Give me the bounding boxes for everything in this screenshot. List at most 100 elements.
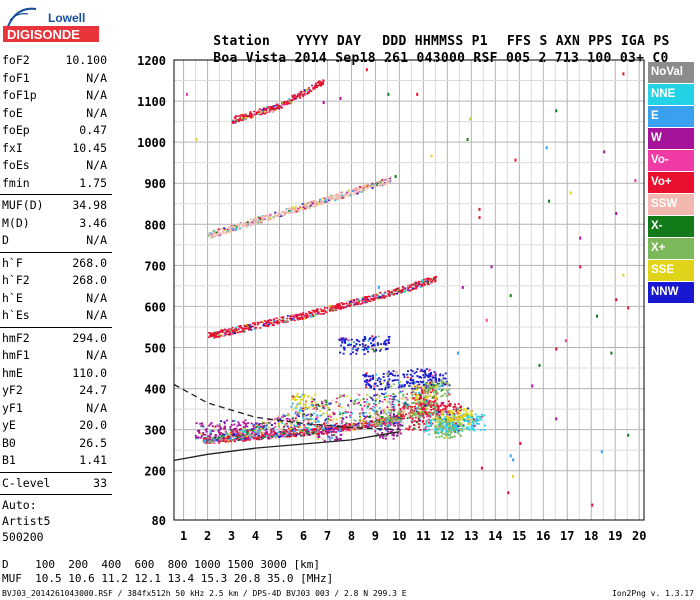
cluster-mark — [445, 412, 448, 415]
cluster-mark — [413, 405, 416, 408]
f-layer-mark — [324, 427, 327, 430]
cluster-mark — [450, 431, 453, 434]
cluster-mark — [198, 431, 201, 434]
cluster-mark — [398, 411, 401, 413]
trace-mark — [286, 317, 289, 320]
f-layer-mark — [302, 419, 305, 422]
trace-mark — [247, 323, 250, 326]
cluster-mark — [428, 383, 431, 385]
cluster-mark — [460, 416, 463, 419]
trace-mark — [278, 322, 281, 324]
header-label-ddd: DDD — [382, 34, 407, 49]
trace-mark — [336, 196, 339, 199]
cluster-mark — [471, 410, 474, 413]
trace-mark — [280, 319, 283, 322]
cluster-mark — [436, 404, 439, 407]
trace-mark — [310, 429, 313, 431]
auto-label: Auto: — [2, 498, 37, 512]
cluster-mark — [444, 405, 447, 408]
trace-mark — [267, 321, 270, 324]
trace-mark — [343, 425, 346, 428]
cluster-mark — [462, 424, 465, 427]
trace-mark — [358, 299, 361, 302]
cluster-mark — [428, 384, 431, 387]
cluster-mark — [209, 430, 212, 433]
cluster-mark — [220, 427, 223, 429]
cluster-mark — [352, 347, 355, 349]
y-tick-label: 800 — [144, 218, 166, 232]
f-layer-mark — [370, 397, 373, 399]
trace-mark — [341, 306, 344, 308]
cluster-mark — [342, 337, 345, 340]
cluster-mark — [387, 335, 390, 338]
trace-mark — [339, 197, 342, 200]
trace-mark — [410, 282, 413, 285]
f-layer-mark — [375, 394, 378, 397]
header-values: Boa Vista 2014 Sep18 261 043000 RSF 005 … — [197, 36, 669, 66]
trace-mark — [434, 276, 437, 279]
f-layer-mark — [205, 439, 208, 442]
trace-mark — [361, 302, 364, 305]
trace-mark — [237, 120, 240, 123]
legend-item-w: W — [648, 128, 694, 149]
cluster-mark — [233, 423, 236, 426]
cluster-mark — [388, 383, 391, 386]
cluster-mark — [438, 416, 441, 419]
trace-mark — [324, 310, 327, 313]
f-layer-mark — [270, 430, 273, 432]
noise-mark — [461, 285, 464, 289]
f-layer-mark — [302, 415, 305, 418]
f-layer-mark — [376, 393, 379, 396]
cluster-mark — [410, 369, 413, 372]
f-layer-mark — [391, 403, 394, 406]
trace-mark — [314, 204, 317, 207]
cluster-mark — [409, 405, 412, 408]
f-layer-mark — [262, 435, 265, 438]
trace-mark — [370, 298, 373, 300]
footer-d-value: 200 — [68, 558, 89, 571]
header-label-iga: IGA — [620, 34, 646, 49]
cluster-mark — [435, 416, 438, 419]
trace-mark — [240, 331, 243, 333]
cluster-mark — [387, 370, 390, 373]
f-layer-mark — [239, 433, 242, 435]
trace-mark — [215, 232, 218, 235]
f-layer-mark — [234, 433, 237, 435]
trace-mark — [297, 208, 300, 211]
trace-mark — [241, 115, 244, 117]
header-value-axn: 713 — [554, 51, 580, 66]
f-layer-mark — [400, 391, 403, 393]
cluster-mark — [259, 436, 262, 439]
trace-mark — [292, 315, 295, 318]
f-layer-mark — [262, 432, 265, 435]
cluster-mark — [444, 392, 447, 395]
f-layer-mark — [243, 428, 246, 430]
trace-mark — [293, 207, 296, 210]
param-value: 1.75 — [79, 175, 107, 190]
cluster-mark — [479, 415, 482, 418]
trace-mark — [422, 283, 425, 286]
cluster-mark — [379, 378, 382, 381]
f-layer-mark — [350, 399, 353, 402]
trace-mark — [250, 113, 253, 115]
f-layer-mark — [290, 426, 293, 429]
trace-mark — [349, 193, 352, 196]
trace-mark — [252, 325, 255, 328]
f-layer-mark — [366, 426, 369, 428]
cluster-mark — [429, 406, 432, 409]
param-value: 33 — [93, 475, 107, 490]
cluster-mark — [367, 340, 370, 342]
cluster-mark — [210, 422, 213, 424]
cluster-mark — [365, 348, 368, 351]
f-layer-mark — [233, 430, 236, 433]
cluster-mark — [419, 403, 422, 405]
f-layer-mark — [376, 420, 379, 423]
trace-mark — [423, 278, 426, 281]
cluster-mark — [405, 427, 408, 430]
f-layer-mark — [346, 395, 349, 397]
cluster-mark — [374, 382, 377, 385]
cluster-mark — [447, 430, 450, 433]
cluster-mark — [465, 413, 468, 416]
trace-mark — [360, 186, 363, 189]
f-layer-mark — [347, 405, 350, 408]
